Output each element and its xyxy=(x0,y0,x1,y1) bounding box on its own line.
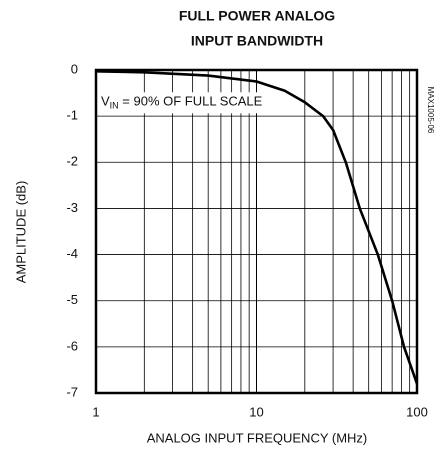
y-tick-label: -6 xyxy=(66,338,78,353)
annotation-background xyxy=(99,92,281,114)
plot-frame xyxy=(94,68,419,395)
annotation-part: IN xyxy=(110,101,119,111)
y-tick-label: -3 xyxy=(66,200,78,215)
chart-title: INPUT BANDWIDTH xyxy=(191,33,323,49)
y-tick-label: -1 xyxy=(66,108,78,123)
line-series xyxy=(95,70,419,385)
x-tick-label: 100 xyxy=(406,404,428,419)
y-tick-label: -7 xyxy=(66,384,78,399)
annotation: VIN = 90% OF FULL SCALE xyxy=(101,94,263,111)
x-tick-label: 1 xyxy=(92,404,99,419)
side-label: MAX1005-06 xyxy=(426,87,435,134)
y-tick-label: -4 xyxy=(66,246,78,261)
x-tick-label: 10 xyxy=(249,404,263,419)
y-tick-label: -2 xyxy=(66,154,78,169)
annotation-part: = 90% OF FULL SCALE xyxy=(119,94,263,109)
y-axis-label: AMPLITUDE (dB) xyxy=(13,181,28,284)
annotation-part: V xyxy=(101,94,110,109)
chart-title: FULL POWER ANALOG xyxy=(179,8,335,24)
x-axis-label: ANALOG INPUT FREQUENCY (MHz) xyxy=(147,430,368,445)
y-tick-label: -5 xyxy=(66,292,78,307)
y-tick-label: 0 xyxy=(71,61,78,76)
